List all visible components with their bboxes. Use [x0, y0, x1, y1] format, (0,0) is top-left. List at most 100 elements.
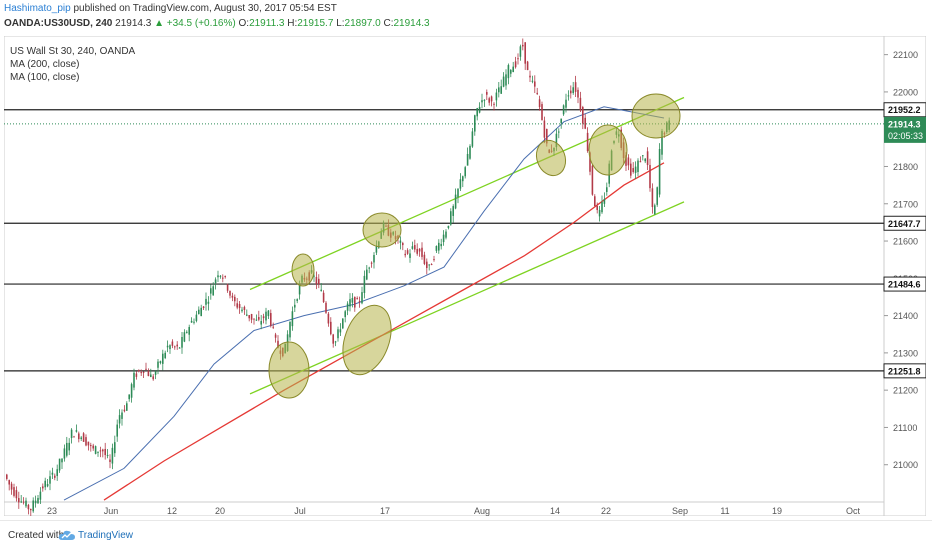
candle-body — [586, 132, 589, 151]
candle-body — [42, 486, 44, 489]
annotation-ellipse[interactable] — [362, 212, 402, 248]
annotation-ellipse[interactable] — [588, 124, 628, 176]
candle-body — [123, 409, 126, 412]
candle-body — [440, 243, 442, 247]
x-tick-label: Oct — [846, 506, 861, 516]
candle-body — [135, 373, 138, 377]
candle-body — [27, 504, 30, 510]
candle-body — [430, 264, 433, 266]
candle-body — [130, 384, 133, 398]
chart-area[interactable]: 2100021100212002130021400215002160021700… — [3, 35, 927, 517]
open-value: 21911.3 — [249, 18, 285, 29]
price-chart[interactable]: 2100021100212002130021400215002160021700… — [3, 35, 927, 517]
legend-ma100: MA (100, close) — [10, 72, 79, 83]
candle-body — [474, 115, 476, 132]
candle-body — [243, 306, 246, 311]
y-tick-label: 21200 — [893, 386, 918, 396]
candle-body — [80, 437, 82, 439]
publish-text: published on TradingView.com, August 30,… — [73, 3, 337, 14]
candle-body — [258, 317, 260, 320]
legend-ma200: MA (200, close) — [10, 59, 79, 70]
candle-body — [20, 501, 22, 503]
candle-body — [171, 341, 174, 346]
publish-info: Hashimato_pip published on TradingView.c… — [4, 3, 337, 14]
candle-body — [411, 246, 414, 249]
candle-body — [217, 275, 219, 278]
candle-body — [522, 44, 524, 47]
candle-body — [94, 446, 97, 454]
candle-body — [630, 163, 632, 176]
candle-body — [178, 347, 181, 349]
candle-body — [421, 247, 423, 257]
candle-body — [272, 326, 274, 328]
candle-body — [555, 133, 558, 148]
candle-body — [154, 371, 157, 375]
candle-body — [289, 321, 291, 338]
high-value: 21915.7 — [297, 18, 334, 29]
candle-body — [255, 319, 258, 321]
candle-body — [210, 288, 212, 294]
annotation-ellipse[interactable] — [291, 253, 315, 287]
candle-body — [202, 306, 205, 309]
annotation-ellipse[interactable] — [334, 299, 400, 382]
candle-body — [524, 42, 526, 64]
annotation-ellipse[interactable] — [532, 136, 571, 179]
trend-channel-line[interactable] — [249, 201, 685, 395]
candle-body — [99, 450, 102, 452]
candle-body — [579, 97, 582, 111]
x-tick-label: 12 — [167, 506, 177, 516]
current-price-badge — [884, 116, 926, 143]
candle-body — [320, 289, 322, 291]
candle-body — [519, 46, 522, 57]
candle-body — [58, 458, 61, 471]
candle-body — [373, 254, 375, 263]
x-tick-label: 19 — [772, 506, 782, 516]
change-value: +34.5 (+0.16%) — [166, 18, 236, 29]
candle-body — [22, 501, 25, 503]
candle-body — [462, 176, 464, 182]
candle-body — [109, 459, 111, 463]
candle-body — [145, 368, 147, 370]
candle-body — [598, 209, 601, 217]
close-label: C: — [383, 18, 394, 29]
ohlc-bar: OANDA:US30USD, 240 21914.3 ▲ +34.5 (+0.1… — [4, 18, 430, 29]
candle-body — [152, 376, 154, 380]
candle-body — [447, 225, 450, 228]
author-link[interactable]: Hashimato_pip — [4, 3, 71, 14]
candle-body — [238, 304, 241, 309]
candle-body — [526, 61, 529, 71]
tradingview-brand[interactable]: TradingView — [78, 530, 134, 541]
candle-body — [49, 476, 51, 484]
candle-body — [234, 296, 236, 302]
annotation-ellipse[interactable] — [631, 93, 681, 139]
candle-body — [128, 394, 130, 400]
candle-body — [661, 130, 663, 155]
countdown-label: 02:05:33 — [888, 131, 923, 141]
candle-body — [478, 106, 481, 113]
candle-body — [54, 475, 56, 478]
close-value: 21914.3 — [393, 18, 430, 29]
x-tick-label: Aug — [474, 506, 490, 516]
candle-body — [493, 103, 495, 105]
candle-body — [236, 303, 238, 308]
candle-body — [584, 117, 586, 129]
candle-body — [274, 334, 277, 338]
candle-body — [61, 458, 63, 463]
candle-body — [66, 442, 68, 456]
annotation-ellipse[interactable] — [268, 341, 310, 399]
candle-body — [298, 284, 301, 295]
candle-body — [560, 118, 562, 124]
candle-body — [495, 92, 498, 101]
candle-body — [637, 160, 639, 173]
candle-body — [582, 107, 584, 124]
candle-body — [10, 483, 13, 490]
candle-body — [291, 311, 294, 327]
candle-body — [368, 267, 370, 269]
candle-body — [483, 99, 486, 101]
candle-body — [111, 447, 114, 464]
candle-body — [654, 205, 656, 215]
candle-body — [262, 316, 265, 319]
candle-body — [531, 80, 534, 82]
tradingview-cloud-icon[interactable] — [58, 529, 76, 541]
candle-body — [164, 352, 166, 359]
